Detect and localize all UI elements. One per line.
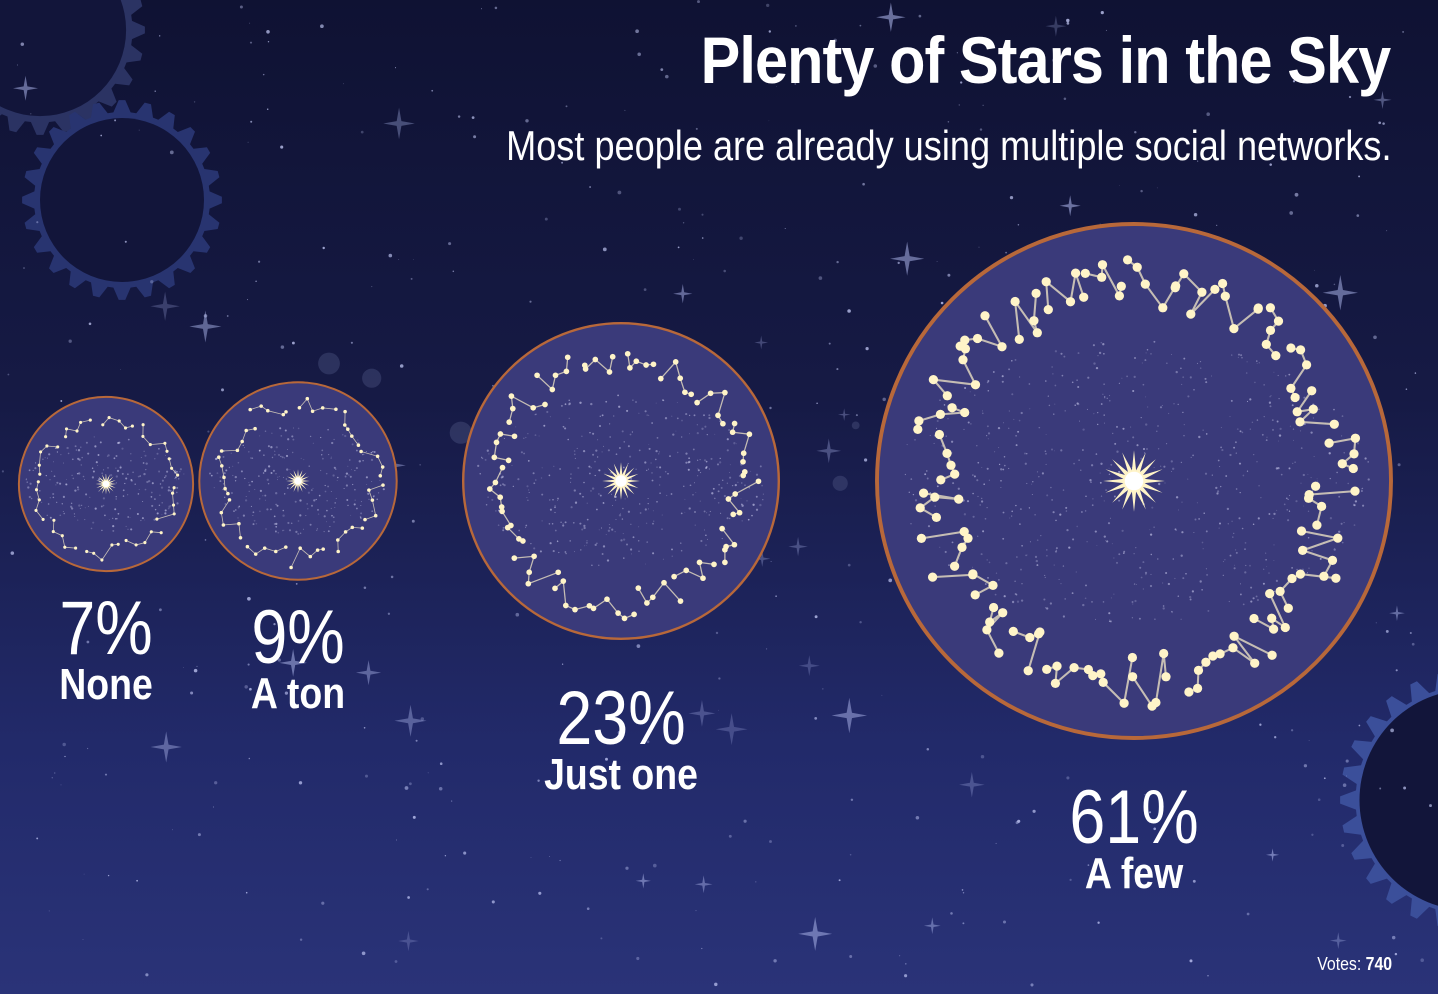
votes-label: Votes: [1317,954,1362,974]
gear-icon [0,0,145,135]
sparkle-star-icon [876,2,906,32]
gear-decoration-icon [0,0,1438,927]
sparkle-star-icon [635,873,651,889]
bubble-none [17,395,195,573]
sparkle-star-icon [13,75,39,101]
sparkle-star-icon [1265,848,1280,862]
bubble-just-one [462,322,781,641]
sparkle-star-icon [1329,932,1347,949]
chart-subtitle: Most people are already using multiple s… [506,122,1392,169]
category-label: Just one [544,749,698,799]
sparkle-star-icon [959,771,985,798]
sparkle-star-icon [279,649,307,677]
value-label: 61% [1069,775,1199,860]
sparkle-star-icon [837,408,851,421]
sparkle-star-icon [754,335,769,350]
sparkle-star-icon [1045,15,1067,37]
chart-title: Plenty of Stars in the Sky [700,23,1391,97]
sparkle-star-icon [798,655,820,677]
sparkle-star-icon [1373,90,1392,109]
sparkle-star-icon [394,704,427,737]
sparkle-star-icon [1389,605,1405,621]
bubble-group [17,222,1393,740]
sparkle-star-icon [688,700,716,727]
sparkle-star-icon [831,697,868,734]
value-label: 9% [251,594,345,680]
gear-icon [1340,673,1438,927]
sparkle-star-icon [355,660,382,686]
sparkle-star-icon [673,284,693,304]
sparkle-star-icon [189,310,222,343]
sparkle-star-icon [890,241,925,276]
category-label: A ton [250,668,346,718]
sparkle-star-icon [1059,195,1081,217]
gear-icon [22,100,222,300]
sparkle-star-icon [398,930,419,952]
sparkle-star-icon [150,291,180,321]
sparkle-star-icon [923,917,941,935]
sparkle-star-icon [150,731,182,763]
category-label: A few [1084,849,1184,898]
value-label: 7% [59,586,153,672]
sparkle-star-icon [816,438,842,464]
sparkle-star-icon [715,713,748,746]
sparkle-star-icon [798,916,833,951]
sparkle-star-icon [694,875,713,894]
bubble-a-few [875,222,1393,740]
sparkle-star-icon [754,550,771,567]
sparkle-star-icon [383,107,415,140]
category-label: None [59,660,153,710]
value-label: 23% [556,675,686,761]
votes-value: 740 [1365,954,1392,974]
votes-count: Votes: 740 [1317,954,1392,975]
sparkle-star-icon [788,536,808,557]
sparkle-star-icon [1322,275,1358,311]
bubble-a-ton [198,381,398,581]
